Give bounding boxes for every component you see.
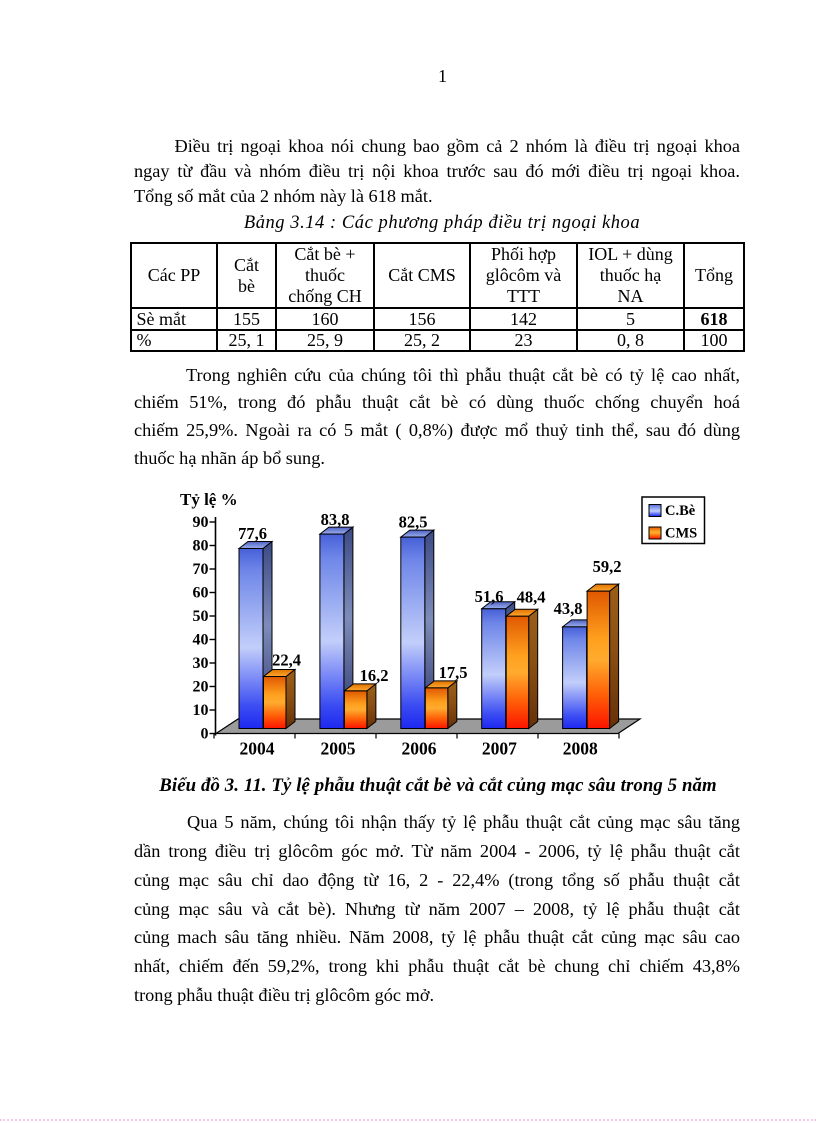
svg-text:40: 40	[193, 631, 209, 648]
svg-text:2006: 2006	[402, 739, 437, 759]
svg-text:CMS: CMS	[665, 526, 697, 542]
svg-text:70: 70	[193, 561, 209, 578]
svg-text:C.Bè: C.Bè	[665, 503, 696, 519]
svg-text:60: 60	[193, 584, 209, 601]
svg-text:83,8: 83,8	[321, 510, 350, 529]
svg-text:77,6: 77,6	[238, 524, 267, 543]
svg-text:48,4: 48,4	[517, 587, 546, 606]
svg-text:82,5: 82,5	[399, 513, 428, 532]
svg-text:22,4: 22,4	[272, 651, 301, 670]
svg-text:16,2: 16,2	[360, 666, 389, 685]
svg-text:2007: 2007	[482, 739, 517, 759]
svg-text:20: 20	[193, 678, 209, 695]
svg-text:59,2: 59,2	[593, 557, 622, 576]
svg-text:30: 30	[193, 655, 209, 672]
svg-text:50: 50	[193, 608, 209, 625]
svg-text:51,6: 51,6	[475, 587, 504, 606]
svg-text:2004: 2004	[240, 739, 275, 759]
svg-text:0: 0	[201, 725, 209, 742]
svg-text:Tỷ lệ %: Tỷ lệ %	[180, 490, 238, 509]
svg-text:17,5: 17,5	[439, 663, 468, 682]
svg-text:10: 10	[193, 702, 209, 719]
svg-text:2008: 2008	[563, 739, 598, 759]
svg-text:43,8: 43,8	[554, 599, 583, 618]
svg-text:90: 90	[193, 514, 209, 531]
svg-text:80: 80	[193, 537, 209, 554]
svg-text:2005: 2005	[321, 739, 356, 759]
